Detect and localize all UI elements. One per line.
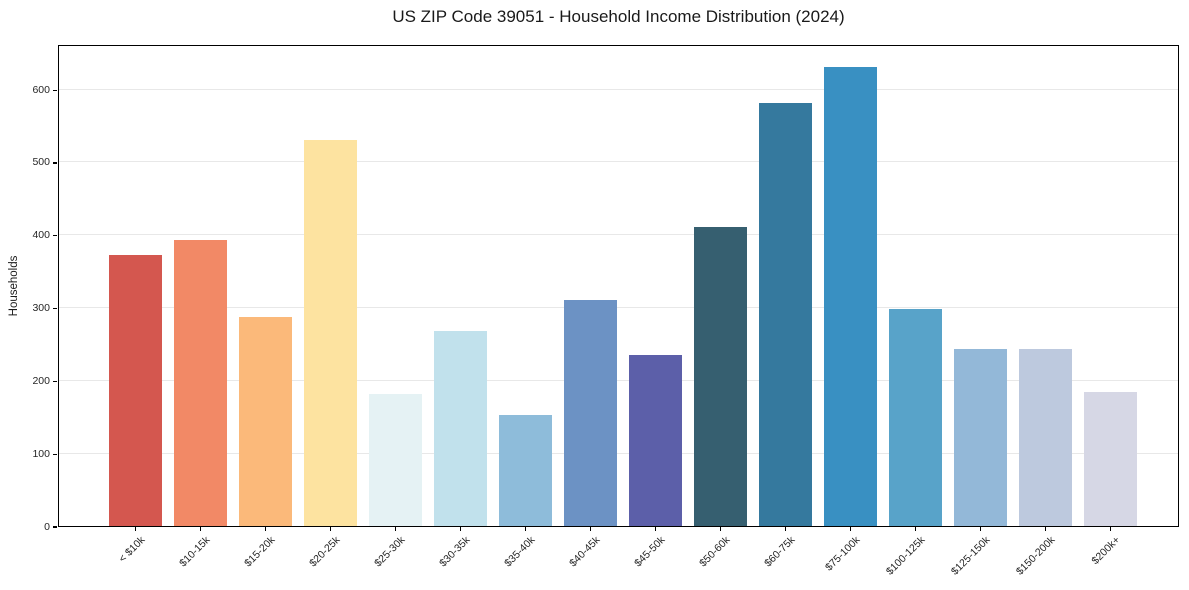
bar-$35-40k <box>498 415 552 526</box>
chart-title: US ZIP Code 39051 - Household Income Dis… <box>392 7 845 26</box>
gridline <box>59 88 1178 90</box>
y-tick-label: 300 <box>32 302 50 315</box>
bar-$20-25k <box>303 140 357 526</box>
x-tick-label: $40-45k <box>567 534 603 570</box>
gridline <box>59 452 1178 454</box>
x-tick-mark <box>784 527 786 531</box>
x-tick-label: $60-75k <box>762 534 798 570</box>
x-tick-mark <box>394 527 396 531</box>
bar-$60-75k <box>758 102 812 526</box>
gridline <box>59 161 1178 163</box>
x-tick-mark <box>264 527 266 531</box>
x-tick-label: $10-15k <box>177 534 213 570</box>
x-tick-label: $25-30k <box>372 534 408 570</box>
x-tick-mark <box>654 527 656 531</box>
bar-$40-45k <box>563 300 617 526</box>
x-tick-label: $125-150k <box>949 534 993 578</box>
gridline <box>59 234 1178 236</box>
x-tick-label: $50-60k <box>697 534 733 570</box>
x-tick-label: $35-40k <box>502 534 538 570</box>
x-tick-label: $15-20k <box>242 534 278 570</box>
bar-$200k+ <box>1083 392 1137 526</box>
y-tick-label: 100 <box>32 447 50 460</box>
y-tick-label: 600 <box>32 83 50 96</box>
bar-$150-200k <box>1018 349 1072 526</box>
y-tick-mark <box>53 526 57 528</box>
y-tick-label: 0 <box>44 520 50 533</box>
x-tick-mark <box>329 527 331 531</box>
x-tick-mark <box>719 527 721 531</box>
gridline <box>59 379 1178 381</box>
x-tick-mark <box>524 527 526 531</box>
y-tick-label: 400 <box>32 229 50 242</box>
bar-$125-150k <box>953 349 1007 526</box>
x-tick-label: $200k+ <box>1089 534 1123 568</box>
x-tick-label: $45-50k <box>632 534 668 570</box>
bar-$30-35k <box>433 330 487 526</box>
y-tick-label: 200 <box>32 374 50 387</box>
x-tick-mark <box>1044 527 1046 531</box>
y-tick-mark <box>53 307 57 310</box>
x-tick-mark <box>914 527 916 531</box>
x-tick-mark <box>849 527 851 531</box>
x-tick-label: $75-100k <box>823 534 863 574</box>
x-tick-label: $30-35k <box>437 534 473 570</box>
y-tick-mark <box>53 235 57 237</box>
x-tick-label: < $10k <box>116 534 148 565</box>
y-tick-mark <box>53 89 57 91</box>
y-tick-label: 500 <box>32 156 50 169</box>
bar-< $10k <box>108 255 162 526</box>
y-tick-mark <box>53 453 57 455</box>
bar-$50-60k <box>693 227 747 526</box>
bar-$75-100k <box>823 67 877 526</box>
x-tick-label: $20-25k <box>307 534 343 570</box>
x-tick-mark <box>459 527 461 531</box>
x-tick-mark <box>979 527 981 531</box>
x-tick-mark <box>589 527 591 531</box>
x-tick-label: $100-125k <box>884 534 928 578</box>
y-tick-mark <box>53 380 57 382</box>
bar-$45-50k <box>628 354 682 526</box>
gridline <box>59 307 1178 309</box>
bar-$25-30k <box>368 393 422 526</box>
x-tick-mark <box>134 527 136 531</box>
x-tick-mark <box>1109 527 1111 531</box>
x-tick-mark <box>199 527 201 531</box>
bar-$10-15k <box>173 239 227 526</box>
plot-area <box>58 45 1179 527</box>
bar-$100-125k <box>888 309 942 526</box>
y-tick-mark <box>53 162 57 164</box>
bar-$15-20k <box>238 317 292 526</box>
x-tick-label: $150-200k <box>1014 534 1058 578</box>
